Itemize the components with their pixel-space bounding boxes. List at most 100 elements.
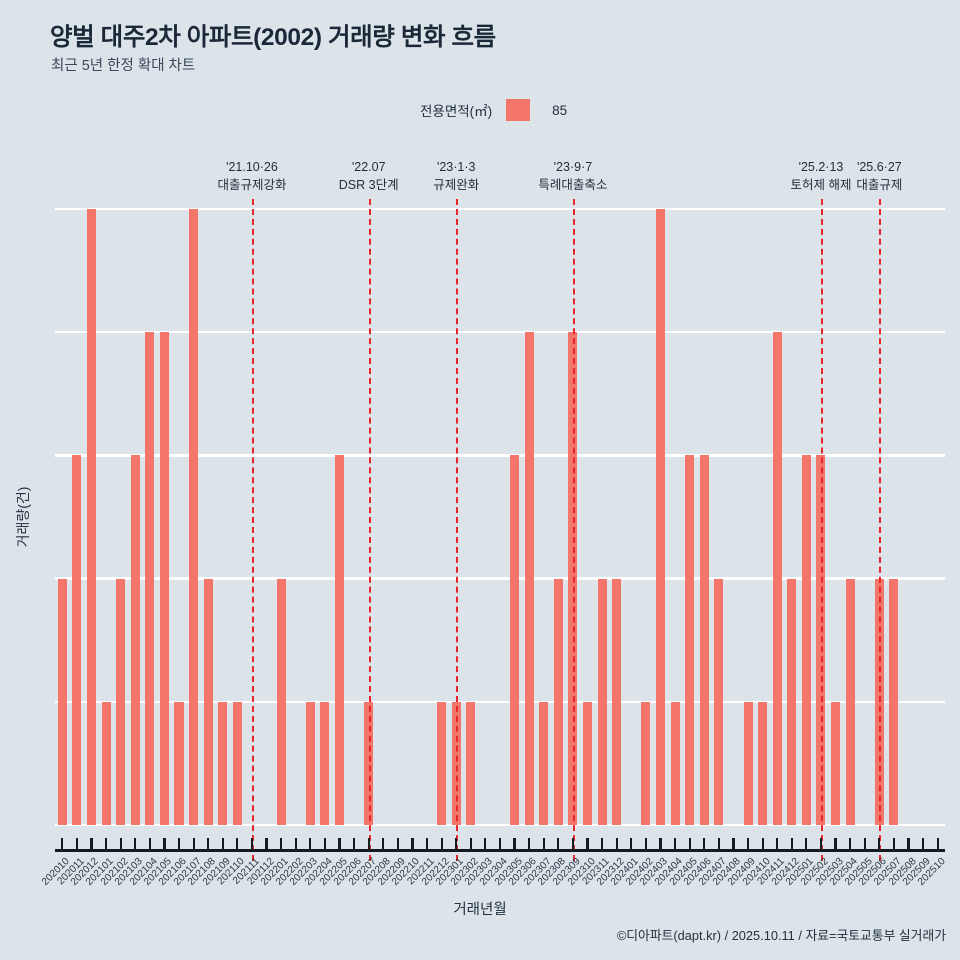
x-tick-202010 [61,838,64,850]
bar-202204[interactable] [320,701,330,825]
x-tick-202406 [703,838,706,850]
bar-202011[interactable] [72,455,82,825]
x-tick-202503 [834,838,837,850]
bar-202307[interactable] [539,701,549,825]
x-tick-202303 [484,838,487,850]
bar-202106[interactable] [174,701,184,825]
annotation-text: 특례대출축소 [538,178,608,193]
bar-202110[interactable] [232,701,242,825]
bar-202402[interactable] [641,701,651,825]
x-tick-202106 [177,838,181,850]
x-tick-202403 [659,838,662,850]
x-tick-202310 [586,838,589,850]
annotation-text: 대출규제강화 [217,178,287,193]
x-tick-202404 [673,838,677,850]
x-tick-202505 [863,838,866,850]
bar-202101[interactable] [101,701,111,825]
x-tick-202402 [644,838,647,850]
bar-202311[interactable] [597,578,607,825]
bar-202404[interactable] [670,701,680,825]
marker-line-202502 [820,199,823,861]
marker-line-202207 [368,199,371,861]
bar-202207[interactable] [364,701,374,825]
y-axis-label: 거래량(건) [15,486,31,548]
bar-202104[interactable] [145,332,155,825]
legend-swatch-85 [506,99,531,121]
bar-202103[interactable] [130,455,140,825]
bar-202406[interactable] [699,455,709,825]
bar-202302[interactable] [466,701,476,825]
marker-line-202309 [572,199,575,861]
bar-202109[interactable] [218,701,228,825]
bar-202312[interactable] [612,578,622,825]
x-tick-202207 [367,838,370,850]
x-tick-202102 [119,838,122,850]
x-tick-202409 [746,838,750,850]
bar-202310[interactable] [583,701,593,825]
bar-202409[interactable] [743,701,753,825]
x-tick-202308 [557,838,560,850]
footer-credit: ©디아파트(dapt.kr) / 2025.10.11 / 자료=국토교통부 실… [616,928,946,943]
marker-line-202301 [456,199,459,861]
x-tick-202212 [440,838,443,850]
bar-202205[interactable] [334,455,345,825]
bar-202410[interactable] [758,701,768,825]
x-axis-line [55,849,945,852]
x-tick-202306 [528,838,531,850]
bar-202501[interactable] [801,455,811,825]
bar-202308[interactable] [553,578,563,825]
bar-202405[interactable] [685,455,695,825]
bar-202412[interactable] [787,578,797,825]
bar-202305[interactable] [510,455,520,825]
gridline-2 [55,577,945,580]
annotation-202111: '21.10·26 대출규제강화 [217,158,286,194]
bar-202012[interactable] [86,209,96,825]
bar-202403[interactable] [655,209,665,825]
bar-202105[interactable] [159,332,169,825]
bar-202306[interactable] [524,332,534,825]
bar-202201[interactable] [276,578,286,825]
x-tick-202105 [163,838,166,850]
bar-202503[interactable] [831,701,841,825]
bar-202411[interactable] [772,332,782,825]
x-tick-202302 [469,838,472,850]
bar-202102[interactable] [116,578,126,825]
annotation-202207: '22.07 DSR 3단계 [339,158,399,194]
x-tick-202301 [455,838,458,850]
bar-202203[interactable] [305,701,315,825]
x-tick-202112 [265,838,268,850]
x-tick-202411 [776,838,779,850]
bar-202107[interactable] [189,209,199,825]
bar-202212[interactable] [437,701,447,825]
bar-202507[interactable] [889,578,899,825]
x-tick-202208 [382,838,385,850]
x-tick-202509 [922,838,925,850]
annotation-date: '25.6·27 [856,160,902,174]
bar-202506[interactable] [874,578,884,825]
x-tick-202504 [849,838,852,850]
annotation-202506: '25.6·27 대출규제 [856,158,902,194]
annotation-date: '22.07 [351,160,386,174]
annotation-text: 대출규제 [856,178,903,193]
x-tick-202501 [805,838,808,850]
x-tick-202408 [732,838,735,850]
x-tick-202401 [630,838,633,850]
x-tick-202510 [936,838,939,850]
x-tick-202104 [148,838,151,850]
annotation-text: DSR 3단계 [338,178,399,193]
x-tick-202412 [790,838,793,850]
bar-202010[interactable] [57,578,67,825]
bar-202108[interactable] [203,578,213,825]
annotation-202309: '23·9·7 특례대출축소 [538,158,607,194]
page-subtitle: 최근 5년 한정 확대 차트 [51,58,196,74]
x-tick-202101 [104,838,108,850]
x-tick-202203 [309,838,312,850]
bar-202407[interactable] [714,578,724,825]
legend-label-85: 85 [552,102,568,118]
bar-202504[interactable] [845,578,855,825]
marker-line-202111 [251,199,254,861]
x-tick-202202 [294,838,297,850]
x-tick-202111 [250,838,254,850]
x-tick-202410 [761,838,764,850]
